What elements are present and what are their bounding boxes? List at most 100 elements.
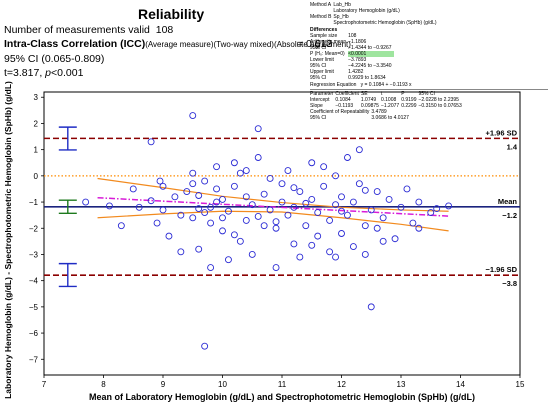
differences-table: Sample size 108 Arithmetic mean −1.1806 95% … xyxy=(310,33,394,81)
repeatability-table: Coefficient of Repeatability 3.4789 95% C… xyxy=(310,109,411,121)
x-tick-label: 8 xyxy=(101,380,106,389)
diff-value: −3.7893 xyxy=(348,57,367,63)
y-tick-label: −6 xyxy=(29,329,39,338)
valid-count-line: Number of measurements valid 108 xyxy=(4,23,351,37)
data-point xyxy=(219,214,226,222)
data-point xyxy=(338,230,345,237)
diff-row: Arithmetic mean −1.1806 xyxy=(310,39,394,45)
y-axis-label: Laboratory Hemoglobin (g/dL) - Spectroph… xyxy=(3,81,13,399)
data-point xyxy=(135,203,143,211)
diff-row: Lower limit −3.7893 xyxy=(310,57,394,63)
regression-row: Slope −0.1193 0.09875 −1.2077 0.2299 −0.3150 … xyxy=(310,103,464,109)
regression-header: Coefficient xyxy=(335,91,359,97)
data-point xyxy=(165,232,173,240)
diff-row: Upper limit 1.4282 xyxy=(310,69,394,75)
data-point xyxy=(177,248,185,256)
diff-row: 95% CI 0.9929 to 1.8634 xyxy=(310,75,394,81)
data-point xyxy=(213,198,221,206)
data-point xyxy=(82,198,90,206)
p-value: <0.001 xyxy=(51,67,84,79)
data-point xyxy=(367,206,375,214)
regression-table: Parameter Coefficient SE t P 95% CI Intercept 0… xyxy=(310,91,464,109)
data-point xyxy=(302,222,310,230)
regression-cell: 0.1084 xyxy=(335,97,351,103)
data-point xyxy=(379,214,387,222)
data-point xyxy=(242,216,250,224)
data-point xyxy=(248,201,256,209)
data-point xyxy=(272,264,280,272)
data-point xyxy=(308,241,316,249)
data-point xyxy=(308,159,316,167)
data-point xyxy=(272,224,280,232)
x-tick-label: 7 xyxy=(42,380,47,389)
p-label: p xyxy=(45,67,52,79)
diff-key: Lower limit xyxy=(310,57,334,63)
data-point xyxy=(242,193,250,201)
x-tick-label: 14 xyxy=(456,380,465,389)
stats-panel: Number of measurements valid 108 Intra-C… xyxy=(4,23,351,80)
method-a-name: Lab_Hb xyxy=(333,2,351,8)
divider xyxy=(310,89,548,90)
data-point xyxy=(284,167,292,175)
data-point xyxy=(201,177,209,185)
regression-cell: 0.9199 xyxy=(401,97,417,103)
lower-loa-label: −1.96 SD xyxy=(486,265,518,274)
y-tick-label: 1 xyxy=(34,146,39,155)
data-point xyxy=(254,154,262,161)
data-point xyxy=(314,209,322,216)
regression-cell: −2.0228 to 2.2395 xyxy=(418,97,459,103)
y-tick-label: 3 xyxy=(34,93,39,102)
regression-header: P xyxy=(401,91,405,97)
diff-key: Arithmetic mean xyxy=(310,39,347,45)
regression-row: Intercept 0.1084 1.0749 0.1008 0.9199 −2.0228… xyxy=(310,97,464,103)
data-point xyxy=(278,198,286,206)
data-point xyxy=(361,222,369,230)
cor-value: 3.4789 xyxy=(371,109,387,115)
data-point xyxy=(332,172,339,180)
regression-cell: 1.0749 xyxy=(360,97,377,103)
upper-loa-value: 1.4 xyxy=(507,142,518,151)
data-point xyxy=(302,199,310,207)
data-point xyxy=(195,205,203,213)
methods-table: Method A Lab_Hb Laboratory Hemoglobin (g/… xyxy=(310,2,439,26)
data-point xyxy=(201,209,209,216)
mean-value: −1.2 xyxy=(502,211,517,220)
data-point xyxy=(320,182,328,190)
data-point xyxy=(391,235,399,243)
data-point xyxy=(320,163,328,171)
regression-header: 95% CI xyxy=(418,91,435,97)
y-tick-label: −3 xyxy=(29,250,39,259)
data-point xyxy=(230,231,238,239)
regression-cell: −0.3150 to 0.07653 xyxy=(418,103,462,109)
method-b-desc: Spectrophotometric Hemoglobin (SpHb) (g/… xyxy=(333,20,437,26)
regression-cell: 0.2299 xyxy=(401,103,417,109)
data-point xyxy=(403,185,411,193)
data-point xyxy=(290,203,298,211)
diff-value: −4.2245 to −3.3540 xyxy=(348,63,392,69)
icc-line: Intra-Class Correlation (ICC)(Average me… xyxy=(4,37,351,52)
data-point xyxy=(201,342,209,350)
data-point xyxy=(344,211,351,219)
y-tick-label: 0 xyxy=(34,172,39,181)
data-point xyxy=(344,154,351,161)
t-stat: t=3.817, xyxy=(4,67,46,79)
data-point xyxy=(308,195,316,203)
diff-key: 95% CI xyxy=(310,45,327,51)
data-point xyxy=(415,198,423,206)
data-point xyxy=(260,222,268,230)
method-a-desc: Laboratory Hemoglobin (g/dL) xyxy=(333,8,400,14)
data-point xyxy=(415,224,423,232)
data-point xyxy=(159,182,167,190)
data-point xyxy=(332,201,339,209)
y-tick-label: 2 xyxy=(34,119,39,128)
diff-row: 95% CI −1.4344 to −0.9267 xyxy=(310,45,394,51)
cor-ci-value: 3.0686 to 4.0127 xyxy=(371,115,409,121)
data-point xyxy=(427,209,435,216)
regression-header: SE xyxy=(360,91,368,97)
data-point xyxy=(236,237,244,245)
ci-line: 95% CI (0.065-0.809) xyxy=(4,53,105,65)
regression-cell: 0.1008 xyxy=(380,97,397,103)
data-point xyxy=(224,256,232,264)
regression-cell: −0.1193 xyxy=(335,103,354,109)
data-point xyxy=(195,192,203,199)
